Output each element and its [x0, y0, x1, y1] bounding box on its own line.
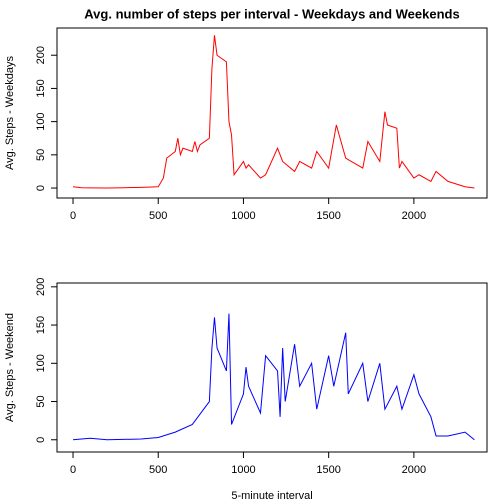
x-tick-label: 1000 — [231, 464, 255, 476]
x-tick-label: 1500 — [316, 210, 340, 222]
y-axis-label: Avg. Steps - Weekend — [4, 313, 16, 422]
x-axis-label: 5-minute interval — [231, 490, 312, 502]
y-tick-label: 150 — [35, 316, 47, 334]
y-tick-label: 0 — [35, 437, 47, 443]
x-tick-label: 0 — [70, 464, 76, 476]
plot-box — [56, 282, 488, 453]
x-tick-label: 2000 — [402, 210, 426, 222]
y-tick-label: 0 — [35, 185, 47, 191]
y-tick-label: 100 — [35, 112, 47, 130]
y-tick-label: 50 — [35, 395, 47, 407]
x-tick-label: 2000 — [402, 464, 426, 476]
data-line — [72, 35, 475, 189]
data-line — [72, 313, 475, 441]
y-tick-label: 50 — [35, 149, 47, 161]
x-tick-label: 1000 — [231, 210, 255, 222]
x-tick-label: 500 — [149, 464, 167, 476]
y-tick-label: 200 — [35, 278, 47, 296]
x-tick-label: 500 — [149, 210, 167, 222]
plot-box — [56, 27, 488, 199]
chart-title: Avg. number of steps per interval - Week… — [84, 6, 459, 21]
x-tick-label: 1500 — [316, 464, 340, 476]
y-tick-label: 100 — [35, 354, 47, 372]
y-axis-label: Avg. Steps - Weekdays — [4, 56, 16, 170]
y-tick-label: 150 — [35, 79, 47, 97]
y-tick-label: 200 — [35, 46, 47, 64]
x-tick-label: 0 — [70, 210, 76, 222]
